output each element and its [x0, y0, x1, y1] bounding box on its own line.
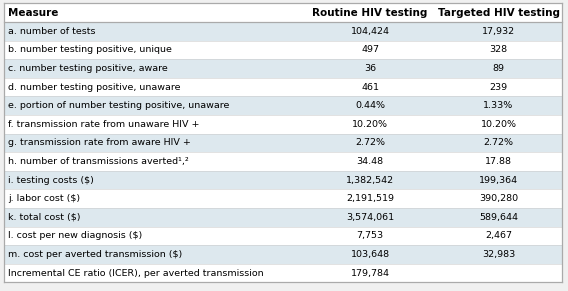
- Bar: [4, 152, 562, 171]
- Text: 104,424: 104,424: [350, 27, 390, 36]
- Bar: [4, 264, 562, 282]
- Text: 390,280: 390,280: [479, 194, 518, 203]
- Bar: [4, 22, 562, 41]
- Text: j. labor cost ($): j. labor cost ($): [8, 194, 80, 203]
- Bar: [4, 171, 562, 189]
- Text: 17,932: 17,932: [482, 27, 515, 36]
- Text: 589,644: 589,644: [479, 213, 518, 222]
- Text: Routine HIV testing: Routine HIV testing: [312, 8, 428, 17]
- Text: 2,467: 2,467: [485, 231, 512, 240]
- Text: 1.33%: 1.33%: [483, 101, 513, 110]
- Text: i. testing costs ($): i. testing costs ($): [8, 175, 94, 184]
- Text: m. cost per averted transmission ($): m. cost per averted transmission ($): [8, 250, 182, 259]
- Bar: [4, 134, 562, 152]
- Text: 461: 461: [361, 83, 379, 92]
- Text: g. transmission rate from aware HIV +: g. transmission rate from aware HIV +: [8, 139, 191, 148]
- Text: 199,364: 199,364: [479, 175, 518, 184]
- Text: Targeted HIV testing: Targeted HIV testing: [437, 8, 559, 17]
- Bar: [4, 245, 562, 264]
- Text: d. number testing positive, unaware: d. number testing positive, unaware: [8, 83, 181, 92]
- Text: 179,784: 179,784: [350, 269, 390, 278]
- Text: 89: 89: [492, 64, 504, 73]
- Text: Incremental CE ratio (ICER), per averted transmission: Incremental CE ratio (ICER), per averted…: [8, 269, 264, 278]
- Bar: [4, 227, 562, 245]
- Bar: [4, 59, 562, 78]
- Bar: [4, 208, 562, 227]
- Text: h. number of transmissions averted¹,²: h. number of transmissions averted¹,²: [8, 157, 189, 166]
- Text: 239: 239: [490, 83, 508, 92]
- Bar: [4, 96, 562, 115]
- Text: 34.48: 34.48: [357, 157, 383, 166]
- Text: Measure: Measure: [8, 8, 59, 17]
- Text: k. total cost ($): k. total cost ($): [8, 213, 81, 222]
- Text: f. transmission rate from unaware HIV +: f. transmission rate from unaware HIV +: [8, 120, 199, 129]
- Text: e. portion of number testing positive, unaware: e. portion of number testing positive, u…: [8, 101, 229, 110]
- Text: 2.72%: 2.72%: [483, 139, 513, 148]
- Text: 2.72%: 2.72%: [355, 139, 385, 148]
- Bar: [4, 78, 562, 96]
- Text: 7,753: 7,753: [357, 231, 383, 240]
- Text: 1,382,542: 1,382,542: [346, 175, 394, 184]
- Text: c. number testing positive, aware: c. number testing positive, aware: [8, 64, 168, 73]
- Text: 3,574,061: 3,574,061: [346, 213, 394, 222]
- Text: 36: 36: [364, 64, 376, 73]
- Text: 10.20%: 10.20%: [352, 120, 388, 129]
- Text: 497: 497: [361, 45, 379, 54]
- Text: 328: 328: [490, 45, 508, 54]
- Text: a. number of tests: a. number of tests: [8, 27, 95, 36]
- Text: 32,983: 32,983: [482, 250, 515, 259]
- Text: b. number testing positive, unique: b. number testing positive, unique: [8, 45, 172, 54]
- Text: l. cost per new diagnosis ($): l. cost per new diagnosis ($): [8, 231, 142, 240]
- Bar: [4, 189, 562, 208]
- Bar: [4, 115, 562, 134]
- Text: 103,648: 103,648: [350, 250, 390, 259]
- Bar: [4, 41, 562, 59]
- Text: 2,191,519: 2,191,519: [346, 194, 394, 203]
- Text: 10.20%: 10.20%: [481, 120, 516, 129]
- Text: 17.88: 17.88: [485, 157, 512, 166]
- Text: 0.44%: 0.44%: [355, 101, 385, 110]
